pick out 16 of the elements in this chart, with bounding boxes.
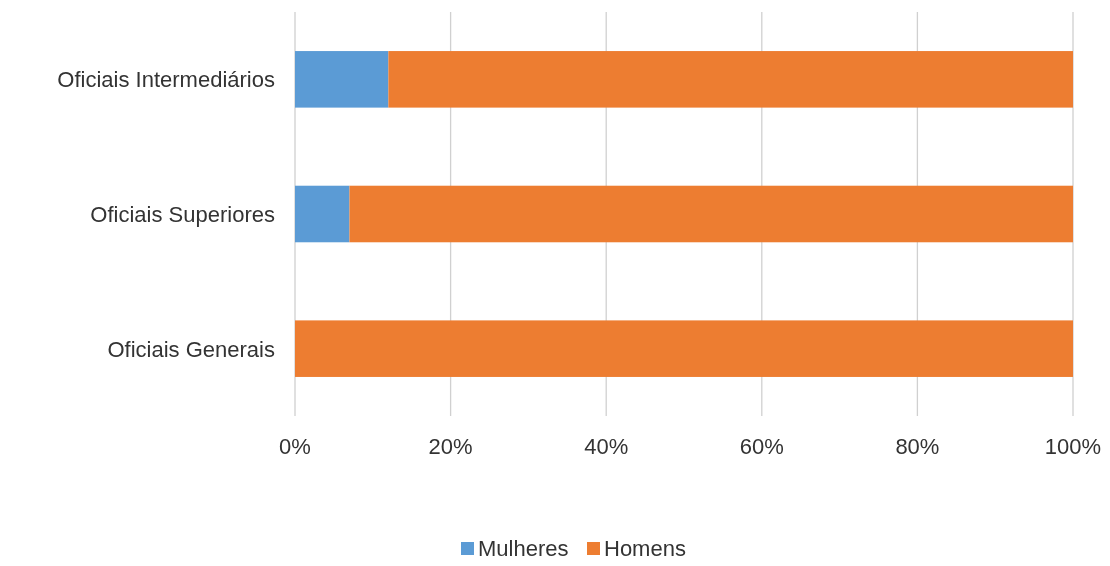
y-tick-label: Oficiais Superiores [90,202,275,227]
bar [295,185,350,243]
x-tick-label: 0% [279,434,311,459]
y-tick-label: Oficiais Intermediários [57,67,275,93]
bar [349,185,1073,243]
bar [295,320,1073,377]
bar [295,51,389,108]
x-tick-label: 60% [739,434,784,459]
x-tick-label: 80% [895,434,940,459]
y-tick-label: Oficiais Generais [107,336,275,362]
x-tick-label: 20% [428,434,473,459]
legend-label: Mulheres [478,536,569,561]
x-tick-label: 40% [584,434,629,459]
legend-label: Homens [604,536,686,561]
bar [388,51,1073,108]
x-tick-label: 100% [1044,434,1102,459]
